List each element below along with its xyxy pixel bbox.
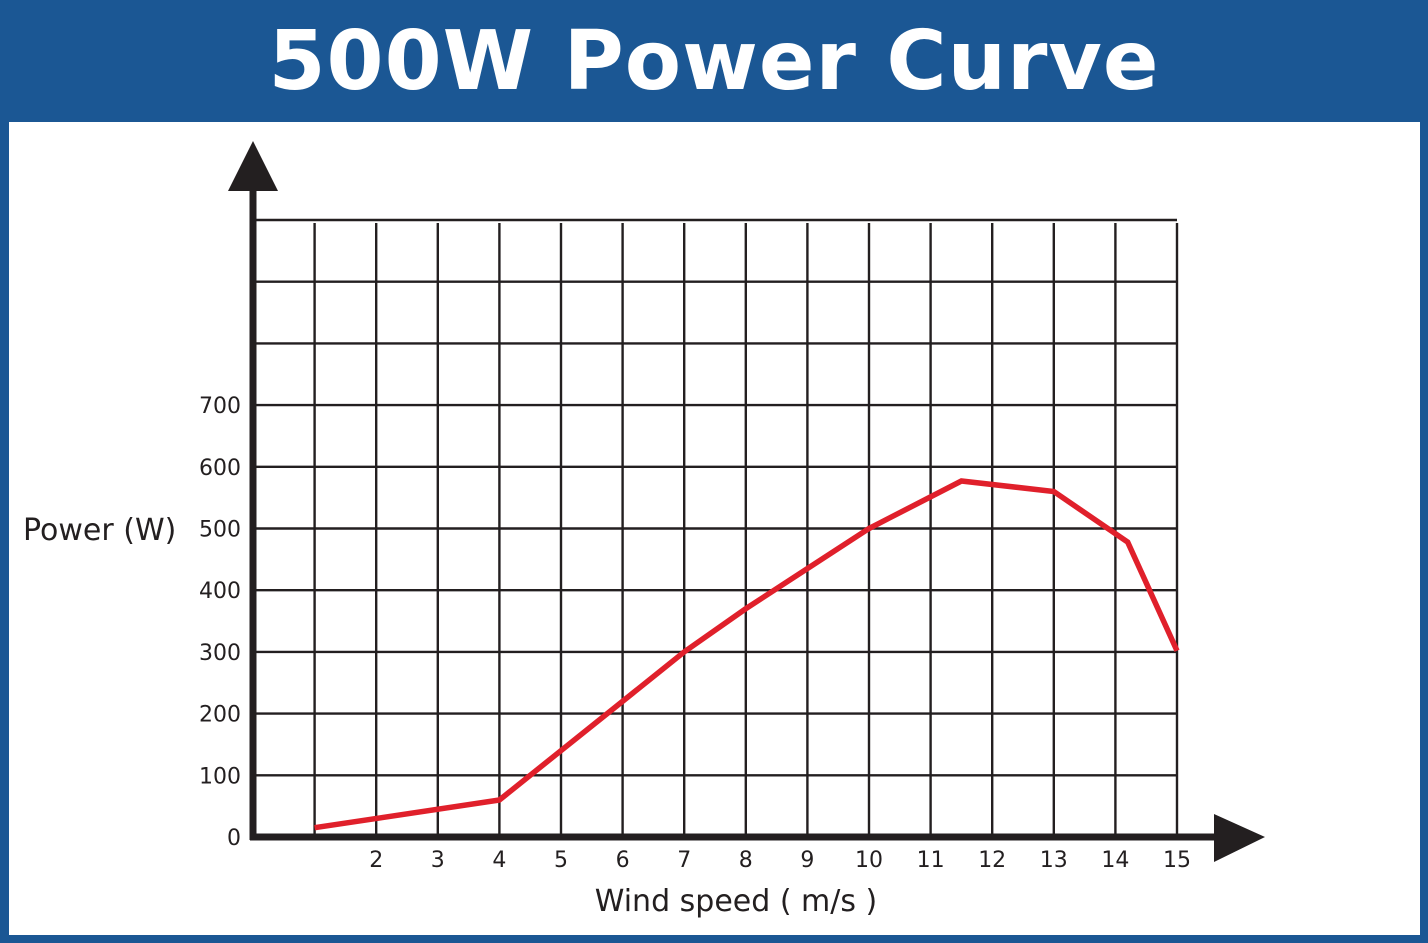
x-tick-label: 10 (855, 848, 883, 873)
y-tick-label: 300 (199, 641, 241, 666)
x-tick-label: 8 (739, 848, 753, 873)
y-tick-label: 500 (199, 518, 241, 543)
y-tick-label: 100 (199, 764, 241, 789)
x-tick-label: 6 (616, 848, 630, 873)
labels: 0 100 200 300 400 500 600 700 2 3 4 5 6 7 8 9 10 11 12 13 14… (199, 394, 1191, 873)
x-tick-label: 2 (369, 848, 383, 873)
y-tick-label: 700 (199, 394, 241, 419)
y-tick-label: 600 (199, 456, 241, 481)
title-bar: 500W Power Curve (0, 0, 1428, 122)
grid (255, 218, 1179, 837)
x-axis-arrow (1214, 814, 1265, 862)
x-tick-label: 7 (677, 848, 691, 873)
page-title: 500W Power Curve (268, 13, 1160, 109)
x-tick-label: 9 (800, 848, 814, 873)
x-tick-label: 4 (492, 848, 506, 873)
x-tick-label: 13 (1040, 848, 1068, 873)
x-tick-label: 12 (978, 848, 1006, 873)
x-tick-label: 11 (917, 848, 945, 873)
y-axis-arrow (228, 141, 278, 191)
x-tick-label: 14 (1101, 848, 1129, 873)
y-tick-label: 200 (199, 703, 241, 728)
x-tick-label: 5 (554, 848, 568, 873)
x-tick-label: 15 (1163, 848, 1191, 873)
x-tick-label: 3 (431, 848, 445, 873)
x-axis-title: Wind speed ( m/s ) (595, 884, 878, 919)
y-tick-label: 400 (199, 579, 241, 604)
power-curve-line (314, 478, 1180, 831)
y-axis-title: Power (W) (23, 513, 176, 548)
power-curve-chart: 0 100 200 300 400 500 600 700 2 3 4 5 6 7 8 9 10 11 12 13 14… (23, 141, 1265, 919)
y-tick-label: 0 (227, 826, 241, 851)
series (314, 478, 1180, 831)
axes (228, 141, 1265, 862)
chart-panel: 0 100 200 300 400 500 600 700 2 3 4 5 6 7 8 9 10 11 12 13 14… (9, 122, 1420, 935)
